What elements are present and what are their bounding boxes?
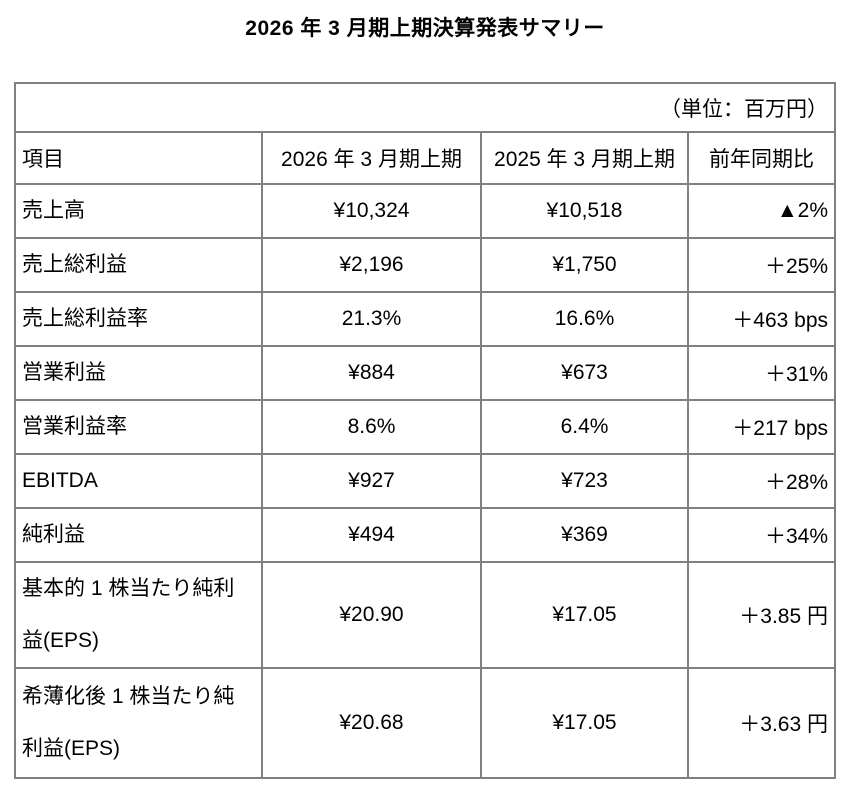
column-header-item: 項目 (14, 131, 263, 185)
yoy-value: ▲2% (687, 183, 836, 239)
table-row-gross-profit: 売上総利益 ¥2,196 ¥1,750 ＋25% (14, 237, 836, 293)
unit-note: （単位：百万円） (14, 82, 836, 133)
page-title: 2026 年 3 月期上期決算発表サマリー (245, 17, 605, 40)
financial-summary-table: （単位：百万円） 項目 2026 年 3 月期上期 2025 年 3 月期上期 … (14, 82, 836, 779)
header-row: 項目 2026 年 3 月期上期 2025 年 3 月期上期 前年同期比 (14, 131, 836, 185)
yoy-value: ＋31% (687, 345, 836, 401)
table-row-ebitda: EBITDA ¥927 ¥723 ＋28% (14, 453, 836, 509)
prior-value: ¥17.05 (480, 561, 689, 669)
yoy-value: ＋28% (687, 453, 836, 509)
document-page: 2026 年 3 月期上期決算発表サマリー （単位：百万円） 項目 2026 年… (0, 16, 850, 786)
current-value: ¥10,324 (261, 183, 482, 239)
table-row-gross-margin: 売上総利益率 21.3% 16.6% ＋463 bps (14, 291, 836, 347)
current-value: ¥494 (261, 507, 482, 563)
prior-value: 16.6% (480, 291, 689, 347)
column-header-prior-period: 2025 年 3 月期上期 (480, 131, 689, 185)
column-header-current-period: 2026 年 3 月期上期 (261, 131, 482, 185)
row-label: 希薄化後 1 株当たり純 利益(EPS) (14, 667, 263, 779)
table-row-basic-eps: 基本的 1 株当たり純利 益(EPS) ¥20.90 ¥17.05 ＋3.85 … (14, 561, 836, 669)
row-label: 売上総利益率 (14, 291, 263, 347)
table-row-net-sales: 売上高 ¥10,324 ¥10,518 ▲2% (14, 183, 836, 239)
current-value: 8.6% (261, 399, 482, 455)
unit-row: （単位：百万円） (14, 82, 836, 133)
row-label: 営業利益率 (14, 399, 263, 455)
current-value: ¥2,196 (261, 237, 482, 293)
column-header-yoy: 前年同期比 (687, 131, 836, 185)
current-value: 21.3% (261, 291, 482, 347)
yoy-value: ＋25% (687, 237, 836, 293)
table-row-operating-margin: 営業利益率 8.6% 6.4% ＋217 bps (14, 399, 836, 455)
current-value: ¥20.68 (261, 667, 482, 779)
prior-value: ¥673 (480, 345, 689, 401)
current-value: ¥20.90 (261, 561, 482, 669)
yoy-value: ＋463 bps (687, 291, 836, 347)
prior-value: ¥723 (480, 453, 689, 509)
prior-value: 6.4% (480, 399, 689, 455)
table-row-operating-profit: 営業利益 ¥884 ¥673 ＋31% (14, 345, 836, 401)
yoy-value: ＋3.85 円 (687, 561, 836, 669)
row-label: EBITDA (14, 453, 263, 509)
row-label: 売上高 (14, 183, 263, 239)
yoy-value: ＋3.63 円 (687, 667, 836, 779)
yoy-value: ＋34% (687, 507, 836, 563)
table-row-diluted-eps: 希薄化後 1 株当たり純 利益(EPS) ¥20.68 ¥17.05 ＋3.63… (14, 667, 836, 779)
row-label: 純利益 (14, 507, 263, 563)
yoy-value: ＋217 bps (687, 399, 836, 455)
current-value: ¥884 (261, 345, 482, 401)
row-label: 基本的 1 株当たり純利 益(EPS) (14, 561, 263, 669)
prior-value: ¥369 (480, 507, 689, 563)
current-value: ¥927 (261, 453, 482, 509)
prior-value: ¥1,750 (480, 237, 689, 293)
prior-value: ¥17.05 (480, 667, 689, 779)
prior-value: ¥10,518 (480, 183, 689, 239)
table-row-net-income: 純利益 ¥494 ¥369 ＋34% (14, 507, 836, 563)
row-label: 営業利益 (14, 345, 263, 401)
row-label: 売上総利益 (14, 237, 263, 293)
